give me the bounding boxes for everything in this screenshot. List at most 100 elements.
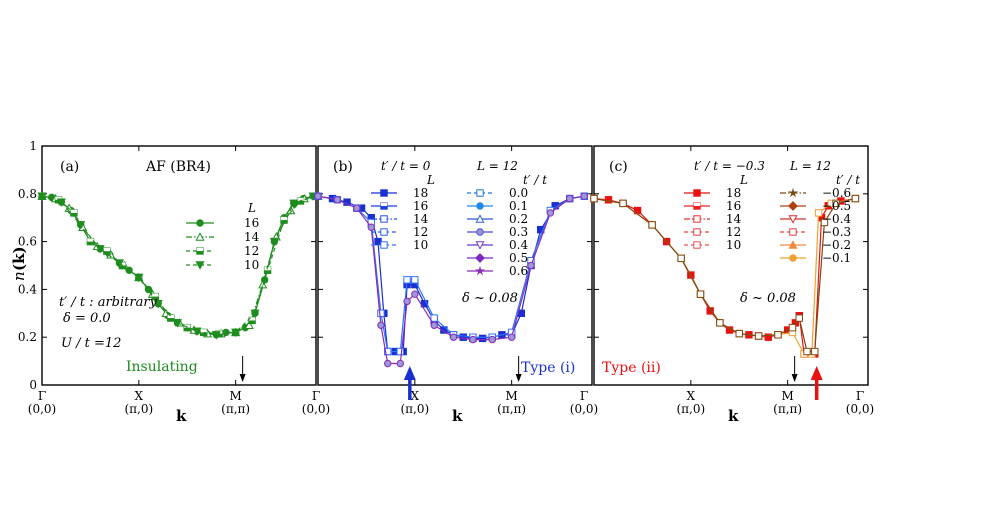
panel-b-frame: [317, 145, 593, 386]
panel-b-legend-0-entry: 10: [413, 238, 428, 252]
panel-c-legend-1-marker: [788, 201, 798, 211]
x-tick-label: X: [135, 389, 144, 403]
panel-b-legend-0-marker: [380, 215, 388, 223]
panel-a-annot-tprime: t′ / t : arbitrary: [59, 295, 158, 310]
panel-c-legend-1-entry: −0.6: [822, 186, 851, 200]
panel-b-legend-0-title: t′ / t = 0: [381, 159, 431, 173]
thin-arrow-head: [515, 374, 522, 382]
panel-a-series-14-point: [244, 320, 254, 329]
panel-a-series-10-point: [95, 245, 105, 254]
panel-b-series-2-point: [580, 192, 588, 200]
panel-a-legend-marker: [195, 232, 205, 241]
panel-c-series-2-point: [788, 323, 797, 332]
panel-a-label: (a): [60, 159, 79, 175]
x-tick-label: Γ: [856, 389, 864, 403]
panel-b-series-2-point: [353, 204, 361, 212]
panel-b-legend-1-entry: 0.6: [509, 264, 528, 278]
panel-b-series-2-point: [377, 321, 385, 329]
panel-b-series-1-point: [377, 309, 385, 318]
panel-b-series-2-point: [430, 321, 438, 329]
panel-c-legend-0-entry: 16: [726, 199, 741, 213]
panel-b-series-1-point: [430, 314, 438, 322]
panel-c-annot-type: Type (ii): [602, 360, 661, 376]
panel-c-legend-1-entry: −0.4: [822, 212, 852, 226]
panel-a-series-10-point: [289, 199, 299, 209]
panel-a-annot-delta: δ = 0.0: [63, 311, 111, 326]
y-tick-label: 0.4: [18, 282, 37, 296]
panel-b-series-1-point: [384, 347, 392, 356]
panel-b-series-2-point: [488, 335, 496, 344]
y-axis-label-n: n: [10, 271, 28, 281]
panel-b-series-0-line: [317, 195, 585, 353]
y-tick-label: 0.6: [18, 235, 37, 249]
panel-a-series-10-point: [37, 192, 47, 201]
bold-arrow-head: [810, 366, 823, 380]
panel-b-legend-1-subtitle: t′ / t: [523, 173, 547, 187]
panel-a-series-10-point: [231, 328, 241, 338]
panel-c-legend-1-marker: [789, 228, 797, 236]
panel-c-series-0-point: [604, 196, 613, 204]
panel-b-legend-1-marker: [476, 202, 484, 210]
panel-b-legend-1-entry: 0.2: [509, 212, 528, 226]
panel-b-series-0-point: [374, 237, 382, 246]
panel-c-legend-0-entry: 12: [726, 225, 741, 239]
panel-a-legend-marker: [196, 219, 204, 227]
panel-c-series-2-point: [619, 199, 627, 208]
panel-b-series-1-point: [396, 347, 404, 356]
panel-c-series-2-point: [811, 347, 819, 356]
panel-a-series-10-point: [192, 327, 202, 336]
panel-c-legend-0-subtitle: L: [739, 173, 748, 187]
panel-b-annot-delta: δ ~ 0.08: [462, 291, 518, 306]
panel-c-series-2-point: [803, 347, 811, 356]
panel-a-series-10-line: [41, 195, 314, 336]
y-tick-label: 1: [29, 139, 37, 153]
x-tick-sublabel: (π,π): [221, 402, 250, 416]
panel-a-series-10-point: [269, 237, 279, 247]
x-tick-sublabel: (π,0): [676, 402, 705, 416]
x-tick-sublabel: (0,0): [302, 402, 330, 416]
panel-b-series-2-point: [566, 194, 574, 203]
panel-a-frame: [41, 145, 317, 386]
panel-c-series-2-point: [648, 221, 656, 229]
panel-b-legend-1-marker: [476, 228, 484, 236]
panel-b-series-1-line: [317, 195, 585, 353]
panel-a-series-10-point: [134, 273, 144, 283]
panel-b-legend-0-entry: 14: [413, 212, 429, 226]
panel-a-series-10-point: [56, 198, 66, 207]
x-tick-sublabel: (π,0): [400, 402, 429, 416]
panel-b-legend-1-entry: 0.3: [509, 225, 528, 239]
panel-c-legend-0-entry: 10: [726, 238, 741, 252]
x-axis-label-c: k: [728, 407, 739, 425]
panel-a-legend-entry: 14: [244, 230, 260, 244]
x-axis-label-b: k: [452, 407, 463, 425]
x-tick-label: M: [781, 389, 793, 403]
y-axis-label-k: (k): [10, 246, 28, 271]
y-axis-label: n (k): [10, 246, 28, 281]
panel-c-series-0-point: [764, 333, 772, 341]
panel-b-series-2-point: [333, 196, 342, 204]
panel-c-series-2-point: [735, 329, 743, 338]
panel-a-series-10-point: [76, 221, 86, 230]
thin-arrow-head: [791, 374, 798, 382]
panel-c-legend-1-entry: −0.2: [822, 238, 851, 252]
panel-c-legend-1-title: L = 12: [789, 159, 831, 173]
panel-a-legend-marker: [195, 261, 205, 270]
panel-c-legend-0-entry: 14: [726, 212, 742, 226]
panel-b-legend-1-marker: [475, 241, 485, 250]
x-tick-sublabel: (π,π): [773, 402, 802, 416]
panel-c-series-2-point: [590, 194, 598, 203]
x-tick-sublabel: (0,0): [570, 402, 598, 416]
y-tick-label: 0.8: [18, 187, 37, 201]
panel-b-series-2-point: [403, 297, 411, 306]
panel-c-legend-1-entry: −0.5: [822, 199, 851, 213]
x-tick-label: Γ: [312, 389, 320, 403]
panel-b-series-1-point: [411, 276, 419, 284]
y-axis-ticks: 0 0.2 0.4 0.6 0.8 1: [18, 139, 868, 392]
panel-c-legend-1-subtitle: t′ / t: [836, 173, 860, 187]
panel-c-series-2-point: [832, 199, 840, 208]
panel-b-series-2-point: [469, 335, 477, 344]
panel-c-series-2-point: [774, 331, 782, 339]
panel-b-legend-1-entry: 0.1: [509, 199, 528, 213]
